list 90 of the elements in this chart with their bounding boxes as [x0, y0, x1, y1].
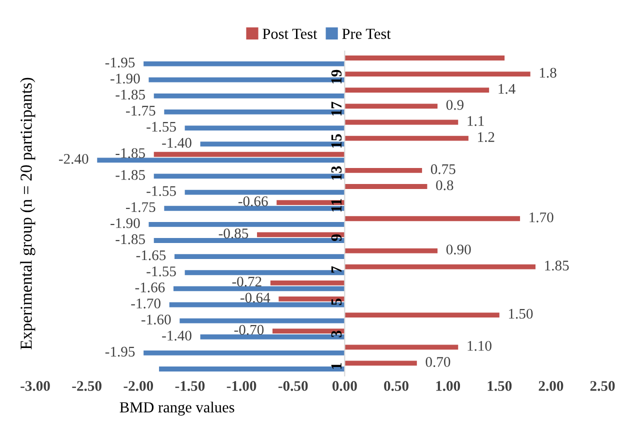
legend-label: Pre Test [342, 28, 391, 39]
y-tick-label: 3 [331, 330, 342, 338]
bar [344, 120, 458, 125]
x-tick-label: 2.00 [538, 381, 564, 391]
bar [344, 184, 428, 189]
data-label: -1.85 [116, 170, 145, 180]
x-tick-label: 0.00 [332, 381, 357, 391]
y-tick-label: 9 [331, 234, 342, 241]
y-tick-label: 19 [331, 70, 342, 84]
bar [144, 350, 345, 356]
x-tick-label: -1.00 [226, 381, 256, 391]
data-label: -0.64 [240, 292, 270, 303]
bar [148, 222, 345, 227]
y-tick-label: 11 [331, 199, 342, 212]
data-label: -0.70 [234, 324, 264, 335]
x-tick-label: 2.50 [590, 381, 615, 391]
x-tick-label: 0.50 [384, 381, 408, 391]
data-label: -1.55 [146, 186, 176, 196]
data-label: 1.50 [509, 308, 533, 319]
data-label: -1.40 [162, 330, 192, 341]
data-label: -1.55 [146, 266, 176, 276]
bar [144, 61, 345, 66]
x-axis-title: BMD range values [120, 402, 234, 416]
x-tick-label: -2.50 [72, 381, 102, 391]
bar [344, 136, 468, 141]
data-label: -1.85 [116, 90, 145, 100]
y-axis-title: Experimental group (n = 20 participants) [20, 78, 36, 350]
bar [344, 344, 458, 350]
data-label: -1.90 [110, 218, 140, 228]
data-label: -0.66 [238, 196, 268, 206]
x-tick-label: -2.00 [124, 381, 154, 391]
bar [184, 126, 345, 130]
data-label: 1.10 [468, 340, 492, 351]
data-label: 1.70 [530, 212, 554, 222]
bar [344, 104, 438, 109]
data-label: 1.1 [468, 116, 484, 126]
data-label: -1.95 [105, 346, 135, 357]
bar [174, 254, 345, 260]
data-label: 0.9 [446, 100, 464, 110]
bar [344, 216, 520, 222]
data-label: -0.72 [232, 276, 262, 287]
data-label: 0.8 [436, 180, 454, 190]
legend-label: Post Test [262, 28, 318, 39]
bar [344, 56, 505, 60]
bar [344, 312, 500, 318]
data-label: -1.40 [162, 138, 192, 148]
data-label: -2.40 [58, 154, 88, 164]
data-label: -1.55 [146, 122, 176, 132]
data-label: -1.75 [126, 202, 156, 212]
data-label: -1.66 [135, 282, 165, 292]
x-tick-label: -1.50 [175, 381, 205, 391]
data-label: -0.85 [218, 228, 248, 238]
data-label: -1.65 [136, 250, 166, 260]
bar [180, 318, 345, 324]
data-label: -1.60 [141, 314, 171, 325]
bar [344, 168, 422, 173]
y-tick-label: 13 [331, 166, 342, 180]
bar [184, 190, 345, 195]
bar [344, 264, 536, 270]
data-label: -1.90 [110, 74, 140, 84]
data-label: -1.85 [116, 234, 145, 244]
data-label: -1.95 [105, 58, 135, 68]
bar [97, 158, 345, 163]
bar [173, 286, 345, 292]
x-tick-label: 1.00 [436, 381, 460, 391]
bar [344, 360, 417, 366]
x-tick-label: -0.50 [278, 381, 308, 391]
y-tick-label: 15 [331, 134, 342, 148]
y-tick-label: 17 [331, 102, 342, 116]
data-label: 1.8 [540, 68, 556, 78]
data-label: 0.90 [446, 244, 471, 254]
data-label: 0.75 [430, 164, 456, 174]
bar [154, 152, 345, 157]
bar [344, 72, 530, 77]
y-tick-label: 7 [331, 266, 342, 273]
x-tick-label: -3.00 [20, 381, 50, 391]
data-label: 1.85 [545, 260, 569, 271]
data-label: -1.85 [116, 148, 145, 158]
data-label: -1.75 [126, 106, 156, 116]
bar [344, 248, 438, 254]
y-tick-label: 5 [331, 298, 342, 306]
data-label: 1.4 [498, 84, 516, 94]
data-label: 0.70 [426, 357, 450, 367]
data-label: -1.70 [131, 298, 160, 308]
bar [154, 93, 345, 98]
bar [344, 88, 490, 93]
x-tick-label: 1.50 [488, 381, 512, 391]
data-label: 1.2 [478, 132, 494, 142]
bar [270, 280, 345, 286]
y-tick-label: 1 [331, 363, 342, 369]
